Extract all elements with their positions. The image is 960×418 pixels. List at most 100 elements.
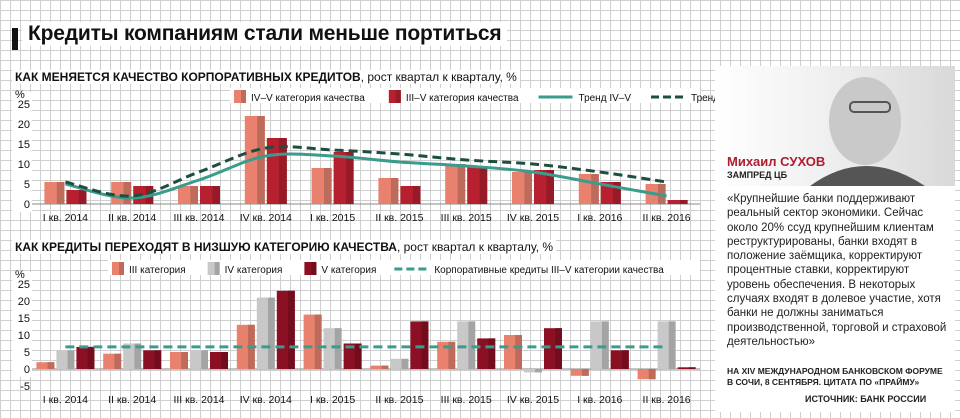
bar-shade [448,341,456,369]
x-tick-label: II кв. 2014 [108,394,156,406]
bar-shade [287,290,295,369]
bar-shade [346,152,354,204]
bar-3 [677,367,696,369]
source-note: ИСТОЧНИК: БАНК РОССИИ [802,394,930,404]
bar-shade [479,166,488,204]
bar-shade [123,182,132,204]
x-tick-label: II кв. 2016 [643,394,691,406]
legend-label: III категория [129,265,186,276]
bar-shade [668,321,676,369]
speaker-photo [715,66,955,186]
bar-shade [334,328,342,369]
bar-1 [370,365,389,369]
bar-2 [390,358,409,369]
bar-shade [267,297,275,369]
bar-2 [524,369,542,373]
bar-shade [390,178,399,204]
y-axis-backing [12,92,32,212]
bar-shade [621,350,629,369]
bar-shade [488,338,496,369]
bar-shade [67,350,75,369]
bar-shade [324,168,332,204]
y-tick-label: 20 [18,119,30,131]
bar-shade [401,358,409,369]
chart1-title-block: КАК МЕНЯЕТСЯ КАЧЕСТВО КОРПОРАТИВНЫХ КРЕД… [12,70,520,84]
bar-shade [648,369,656,380]
legend-backing [108,260,700,275]
bar-shade [613,182,621,204]
legend-label: III–V категория качества [406,93,519,104]
y-axis-unit: % [15,269,25,281]
bar-shade [535,369,542,373]
x-tick-label: III кв. 2015 [441,212,492,224]
x-tick-label: IV кв. 2014 [240,394,292,406]
x-tick-label: I кв. 2014 [43,394,88,406]
series-line-2 [65,145,667,198]
bar-shade [279,138,287,204]
x-tick-label: III кв. 2014 [173,212,224,224]
x-tick-label: II кв. 2016 [643,212,691,224]
bar-shade [47,362,55,369]
bar-shade [212,186,220,204]
bar-1 [637,369,656,380]
y-tick-label: 25 [18,279,30,291]
bar-shade [201,350,208,369]
y-tick-label: 10 [18,159,30,171]
y-tick-label: 25 [18,99,30,111]
y-tick-label: 0 [24,199,30,211]
bar-shade [134,343,142,369]
bar-shade [181,352,188,369]
title-marker [12,28,18,50]
x-tick-label: I кв. 2015 [310,212,355,224]
speaker-quote: «Крупнейшие банки поддерживают реальный … [727,193,947,348]
legend-backing [230,88,700,103]
chart2-subtitle: , рост квартал к кварталу, % [396,240,554,254]
bar-shade [257,116,265,204]
y-axis-backing [12,272,32,377]
legend-swatch-shade [214,262,220,275]
chart2-title-block: КАК КРЕДИТЫ ПЕРЕХОДЯТ В НИЗШУЮ КАТЕГОРИЮ… [12,240,557,254]
bar-shade [314,314,322,369]
y-tick-label: 10 [18,330,30,342]
bar-shade [524,172,532,204]
x-tick-label: I кв. 2016 [577,212,622,224]
x-tick-label: III кв. 2014 [173,394,224,406]
legend-label: Тренд IV–V [579,93,632,104]
x-tick-label: I кв. 2015 [310,394,355,406]
y-tick-label: 5 [24,179,30,191]
bar-shade [56,182,65,204]
x-tick-label: II кв. 2015 [375,394,423,406]
x-tick-label: II кв. 2014 [108,212,156,224]
y-tick-label: 0 [24,364,30,376]
speaker-name: Михаил СУХОВ [727,154,826,169]
legend-swatch-shade [241,90,246,103]
y-tick-label: 15 [18,139,30,151]
legend-label: IV категория [225,265,283,276]
bar-shade [78,190,87,204]
bar-shade [581,369,589,376]
legend-label: Корпоративные кредиты III–V категории ка… [434,265,664,276]
bar-shade [601,321,609,369]
x-tick-label: IV кв. 2015 [507,394,559,406]
quote-caption: НА XIV МЕЖДУНАРОДНОМ БАНКОВСКОМ ФОРУМЕ В… [727,366,943,387]
legend-swatch-shade [395,90,401,103]
chart1-title: КАК МЕНЯЕТСЯ КАЧЕСТВО КОРПОРАТИВНЫХ КРЕД… [15,70,361,84]
bar-shade [190,186,198,204]
x-tick-label: III кв. 2015 [441,394,492,406]
y-tick-label: 15 [18,313,30,325]
chart2-svg: % -5 0 5 10 15 20 25 I кв. 2014 II кв. 2014 III кв… [12,260,700,406]
bar-shade [421,321,429,369]
bar-shade [468,321,476,369]
bar-shade [591,174,599,204]
chart1-subtitle: , рост квартал к кварталу, % [360,70,517,84]
bar-shade [680,200,688,204]
bar-shade [381,365,389,369]
bar-shade [555,328,562,369]
speaker-portrait-icon [810,77,925,186]
legend-label: V категория [321,265,376,276]
legend-label: Тренд III–V [691,93,715,104]
y-tick-label: 20 [18,296,30,308]
y-axis-unit: % [15,89,25,101]
bar-shade [515,335,522,369]
bar-shade [154,350,162,369]
